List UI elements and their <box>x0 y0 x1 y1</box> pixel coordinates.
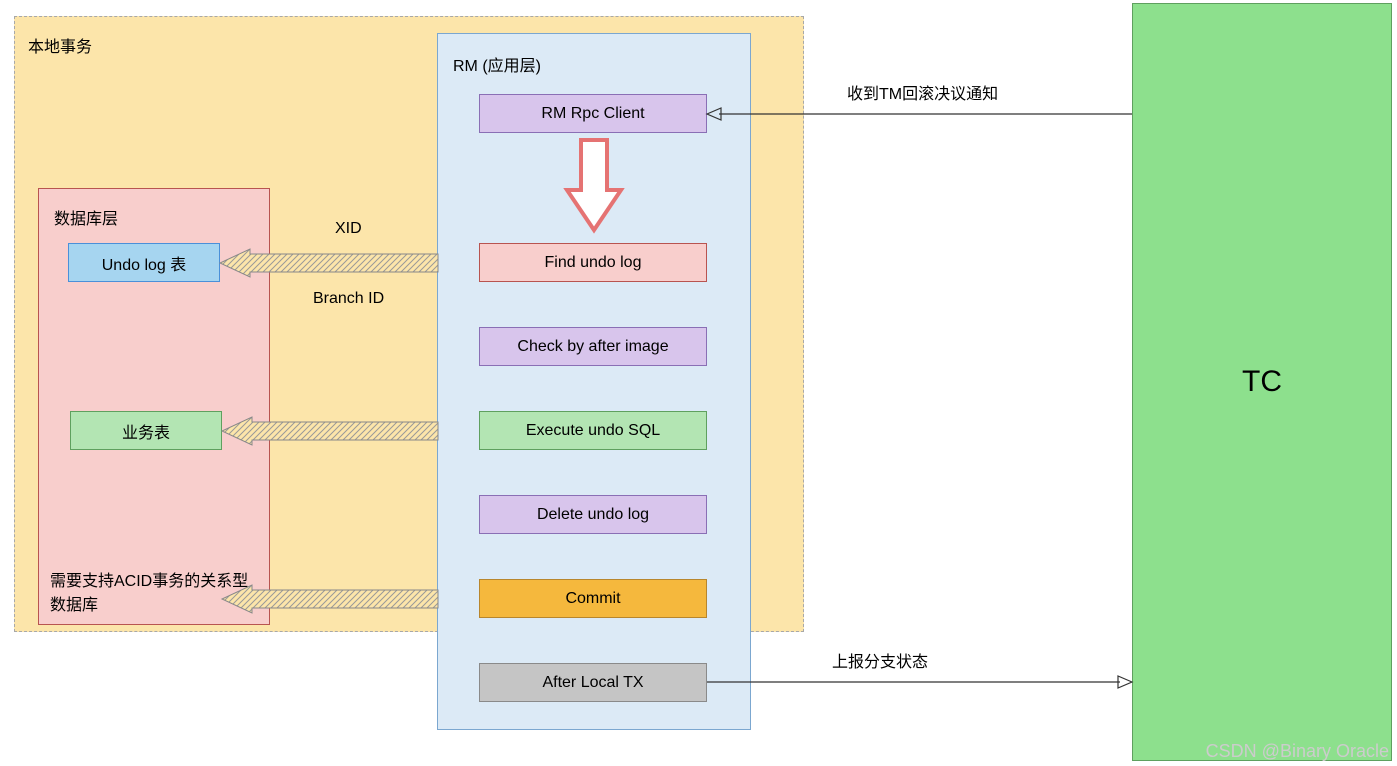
delete-undo-log-label: Delete undo log <box>537 506 649 524</box>
branch-id-label: Branch ID <box>313 290 384 308</box>
tm-rollback-label: 收到TM回滚决议通知 <box>847 80 998 104</box>
biz-table-label: 业务表 <box>122 419 170 443</box>
find-undo-log-label: Find undo log <box>545 254 642 272</box>
watermark: CSDN @Binary Oracle <box>1206 741 1389 762</box>
db-footnote: 需要支持ACID事务的关系型数据库 <box>50 570 260 618</box>
commit-label: Commit <box>565 590 620 608</box>
rm-layer-container <box>437 33 751 730</box>
rm-rpc-client-label: RM Rpc Client <box>541 105 644 123</box>
after-local-tx-box: After Local TX <box>479 663 707 702</box>
find-undo-log-box: Find undo log <box>479 243 707 282</box>
report-branch-label: 上报分支状态 <box>832 648 928 672</box>
local-tx-label: 本地事务 <box>28 33 92 57</box>
tc-box: TC <box>1132 3 1392 761</box>
xid-label: XID <box>335 220 362 238</box>
tc-label: TC <box>1242 365 1282 399</box>
biz-table-box: 业务表 <box>70 411 222 450</box>
rm-layer-label: RM (应用层) <box>453 52 541 76</box>
db-layer-label: 数据库层 <box>54 205 118 229</box>
check-after-image-box: Check by after image <box>479 327 707 366</box>
execute-undo-sql-box: Execute undo SQL <box>479 411 707 450</box>
undo-log-table-box: Undo log 表 <box>68 243 220 282</box>
execute-undo-sql-label: Execute undo SQL <box>526 422 660 440</box>
rm-rpc-client-box: RM Rpc Client <box>479 94 707 133</box>
commit-box: Commit <box>479 579 707 618</box>
undo-log-table-label: Undo log 表 <box>102 251 187 275</box>
after-local-tx-label: After Local TX <box>542 674 643 692</box>
check-after-image-label: Check by after image <box>517 338 668 356</box>
arrow-afterlocal-to-tc <box>707 676 1132 688</box>
delete-undo-log-box: Delete undo log <box>479 495 707 534</box>
